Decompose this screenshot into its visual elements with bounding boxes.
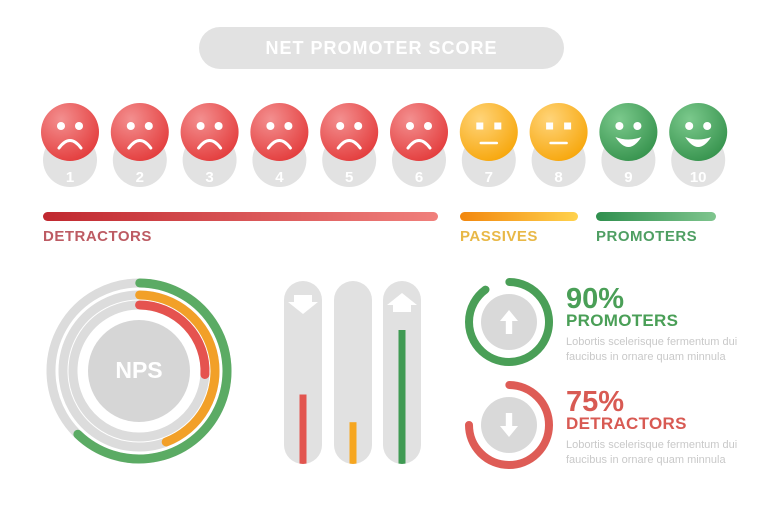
svg-text:4: 4 <box>275 169 284 186</box>
svg-text:2: 2 <box>136 169 144 186</box>
svg-text:NPS: NPS <box>115 357 162 383</box>
svg-text:3: 3 <box>205 169 213 186</box>
svg-text:6: 6 <box>415 169 423 186</box>
svg-text:8: 8 <box>554 169 562 186</box>
svg-text:1: 1 <box>66 169 74 186</box>
svg-text:9: 9 <box>624 169 632 186</box>
svg-text:5: 5 <box>345 169 353 186</box>
svg-text:10: 10 <box>690 169 707 186</box>
svg-text:7: 7 <box>485 169 493 186</box>
